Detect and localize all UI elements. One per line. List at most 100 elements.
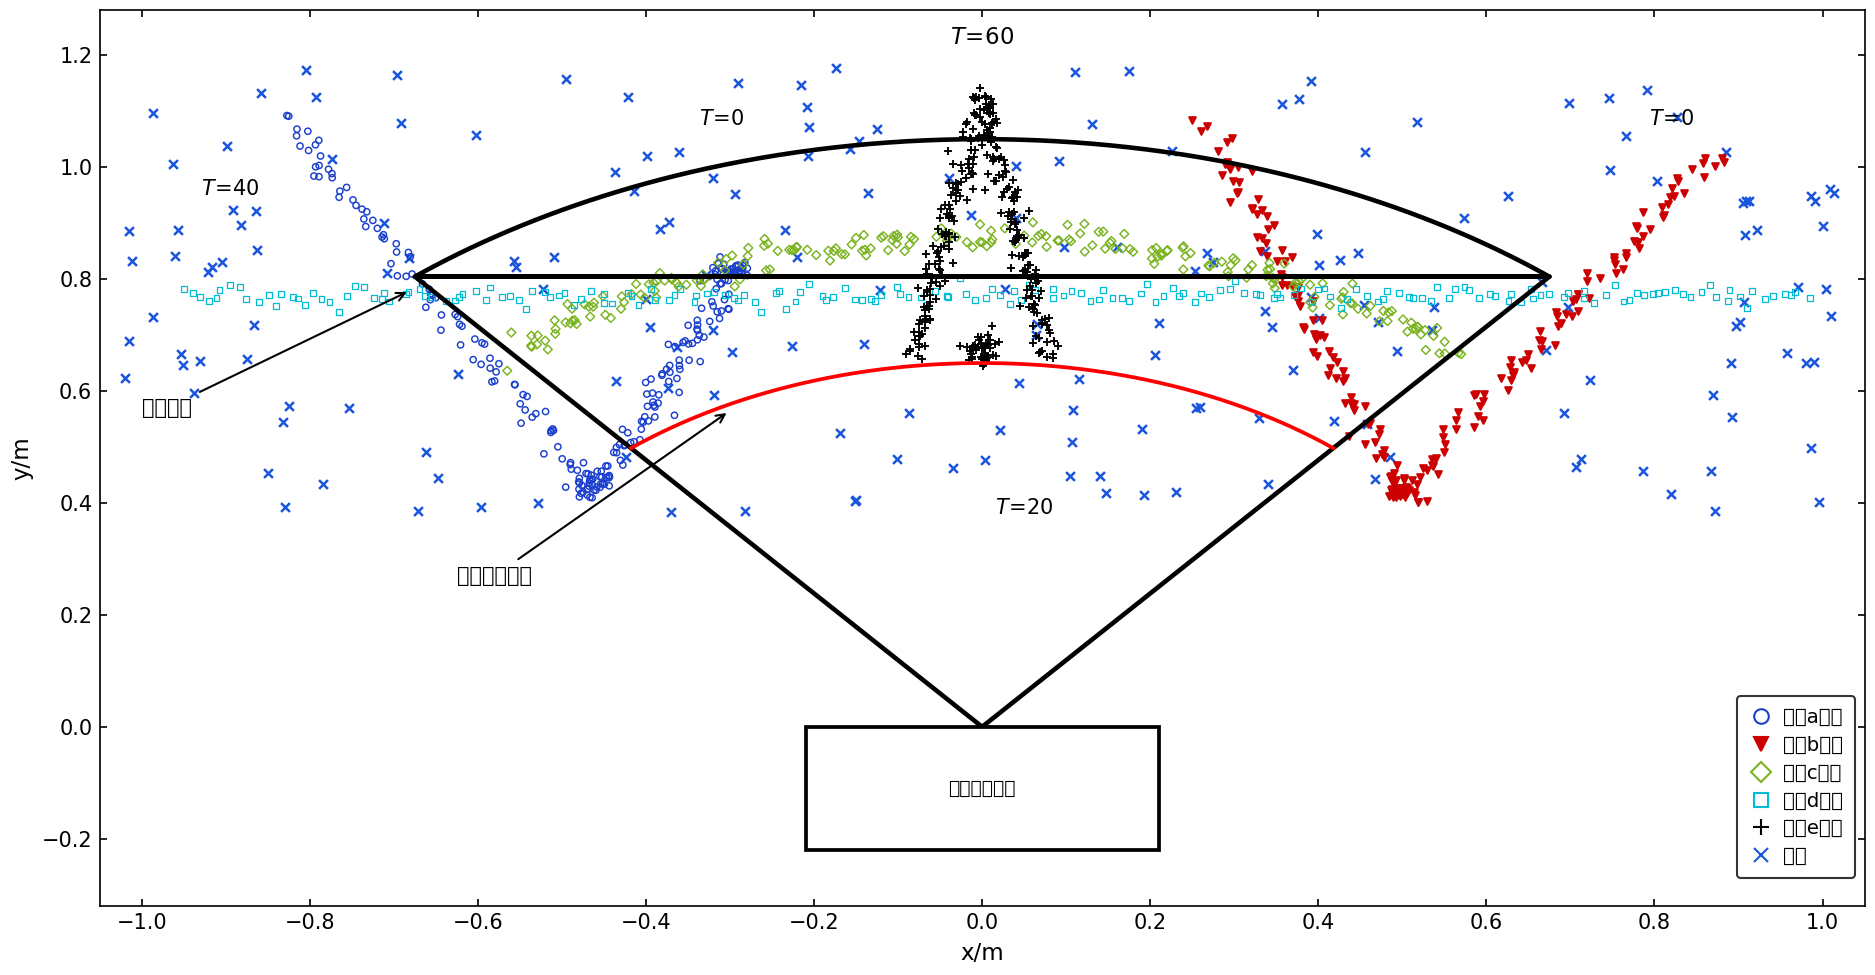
- 目标b点迹: [1215, 161, 1245, 176]
- 目标c点迹: [1326, 291, 1356, 306]
- 目标c点迹: [532, 341, 562, 357]
- 目标a点迹: [578, 478, 608, 493]
- 目标b点迹: [1329, 370, 1359, 385]
- 目标e点迹: [996, 220, 1026, 236]
- 目标c点迹: [634, 277, 664, 292]
- 目标c点迹: [1399, 321, 1429, 336]
- 目标b点迹: [1215, 194, 1245, 210]
- 目标b点迹: [1252, 221, 1282, 237]
- 目标d点迹: [1629, 287, 1659, 302]
- 目标c点迹: [952, 234, 982, 250]
- 杂波: [386, 115, 416, 131]
- 目标d点迹: [1194, 290, 1224, 305]
- 目标e点迹: [969, 357, 999, 372]
- 目标b点迹: [1558, 292, 1588, 308]
- 目标e点迹: [956, 142, 986, 158]
- 目标e点迹: [909, 302, 939, 318]
- 杂波: [165, 346, 195, 362]
- 目标b点迹: [1526, 341, 1556, 357]
- 目标e点迹: [998, 248, 1028, 263]
- 目标e点迹: [996, 212, 1026, 227]
- Legend: 目标a点迹, 目标b点迹, 目标c点迹, 目标d点迹, 目标e点迹, 杂波: 目标a点迹, 目标b点迹, 目标c点迹, 目标d点迹, 目标e点迹, 杂波: [1738, 696, 1854, 878]
- 目标a点迹: [358, 213, 388, 228]
- 目标d点迹: [855, 291, 885, 306]
- 目标b点迹: [1337, 395, 1367, 410]
- 目标c点迹: [562, 316, 592, 332]
- 目标d点迹: [596, 295, 626, 311]
- 目标e点迹: [922, 245, 952, 260]
- 目标b点迹: [1442, 421, 1472, 437]
- 目标e点迹: [1016, 282, 1046, 297]
- 杂波: [1185, 400, 1215, 415]
- 目标b点迹: [1708, 154, 1738, 170]
- 目标c点迹: [801, 248, 831, 263]
- 目标e点迹: [977, 318, 1007, 333]
- 目标c点迹: [711, 252, 741, 267]
- 目标c点迹: [656, 270, 686, 286]
- 目标e点迹: [926, 239, 956, 254]
- 杂波: [1596, 162, 1626, 177]
- 目标e点迹: [958, 166, 988, 181]
- 目标d点迹: [679, 293, 709, 309]
- 目标d点迹: [488, 290, 518, 305]
- 目标c点迹: [866, 230, 896, 246]
- 目标c点迹: [576, 309, 606, 325]
- 目标e点迹: [1014, 203, 1044, 218]
- 目标d点迹: [786, 285, 816, 300]
- 目标d点迹: [1132, 277, 1162, 292]
- 目标d点迹: [1140, 294, 1170, 310]
- 目标c点迹: [1369, 303, 1399, 319]
- 杂波: [373, 265, 403, 281]
- 目标b点迹: [1288, 321, 1318, 336]
- 杂波: [1001, 211, 1031, 226]
- 目标a点迹: [643, 387, 673, 403]
- 目标e点迹: [966, 336, 996, 352]
- 目标e点迹: [968, 340, 998, 356]
- 目标e点迹: [964, 339, 994, 355]
- 目标e点迹: [934, 241, 964, 256]
- 目标b点迹: [1524, 324, 1554, 339]
- 目标e点迹: [1005, 227, 1035, 243]
- 目标c点迹: [621, 276, 651, 292]
- 目标a点迹: [707, 303, 737, 319]
- 杂波: [246, 86, 276, 101]
- 目标d点迹: [255, 288, 285, 303]
- 目标d点迹: [1494, 293, 1524, 309]
- 目标b点迹: [1211, 154, 1241, 170]
- 杂波: [664, 144, 694, 160]
- 目标d点迹: [1187, 286, 1217, 301]
- 目标a点迹: [705, 276, 735, 292]
- 目标e点迹: [1005, 298, 1035, 314]
- 杂波: [1350, 144, 1380, 160]
- 杂波: [1127, 421, 1157, 437]
- 目标c点迹: [716, 248, 746, 263]
- 杂波: [1303, 310, 1333, 326]
- 目标b点迹: [1599, 250, 1629, 265]
- 目标c点迹: [703, 254, 733, 270]
- 目标a点迹: [444, 317, 474, 332]
- 目标a点迹: [675, 352, 705, 368]
- 目标b点迹: [1247, 230, 1277, 246]
- 目标e点迹: [938, 157, 968, 173]
- 目标d点迹: [718, 291, 748, 306]
- 目标c点迹: [645, 265, 675, 281]
- 目标c点迹: [1078, 238, 1108, 254]
- 杂波: [1268, 96, 1297, 111]
- 目标a点迹: [703, 304, 733, 320]
- 目标d点迹: [881, 279, 911, 294]
- 杂波: [1554, 96, 1584, 111]
- 杂波: [840, 493, 870, 509]
- 目标c点迹: [816, 253, 846, 268]
- 目标e点迹: [975, 105, 1005, 121]
- 目标a点迹: [382, 244, 412, 259]
- 目标b点迹: [1328, 363, 1358, 378]
- 目标a点迹: [574, 466, 604, 482]
- 目标c点迹: [934, 229, 964, 245]
- 目标a点迹: [591, 458, 621, 474]
- 目标b点迹: [1202, 143, 1232, 159]
- 杂波: [499, 254, 529, 269]
- 目标a点迹: [551, 480, 581, 495]
- 杂波: [1342, 246, 1372, 261]
- 目标a点迹: [394, 245, 424, 260]
- 目标b点迹: [1282, 287, 1312, 302]
